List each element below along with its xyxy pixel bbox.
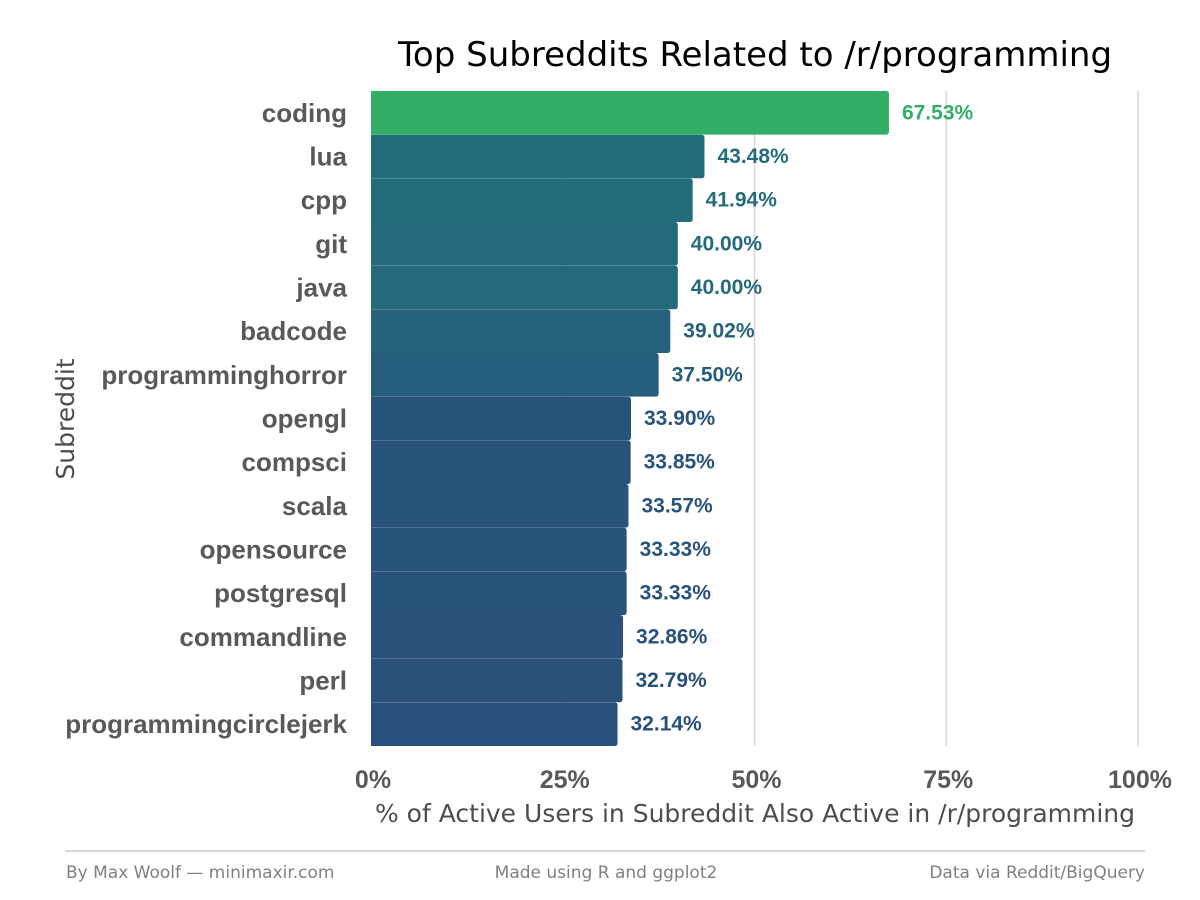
x-tick-label: 0%	[355, 766, 391, 794]
category-label: cpp	[301, 185, 347, 215]
value-label: 33.33%	[640, 582, 712, 605]
bar	[371, 91, 889, 135]
bar	[371, 440, 631, 484]
category-label: opensource	[200, 535, 347, 565]
value-label: 67.53%	[902, 101, 974, 124]
category-label: java	[295, 273, 347, 303]
x-axis-ticks: 0% 25% 50% 75% 100%	[355, 766, 1172, 794]
bar	[371, 571, 627, 615]
value-label: 32.86%	[636, 625, 708, 648]
bar	[371, 309, 671, 353]
chart-title: Top Subreddits Related to /r/programming	[397, 35, 1112, 75]
x-tick-label: 75%	[923, 766, 973, 794]
value-label: 33.33%	[640, 538, 712, 561]
bar	[371, 265, 678, 310]
category-label: programminghorror	[101, 360, 347, 390]
value-label: 39.02%	[683, 320, 755, 343]
category-label: perl	[299, 666, 347, 696]
bar	[371, 353, 659, 397]
category-labels: coding lua cpp git java badcode programminghor…	[65, 98, 347, 739]
value-label: 33.90%	[644, 407, 716, 430]
bar	[371, 178, 693, 222]
y-axis-title: Subreddit	[51, 358, 80, 479]
footer-source: Data via Reddit/BigQuery	[929, 863, 1145, 883]
bars	[371, 91, 889, 746]
category-label: compsci	[242, 447, 348, 477]
bar	[371, 484, 629, 528]
category-label: git	[315, 229, 347, 259]
bar	[371, 658, 623, 703]
bar	[371, 615, 624, 659]
category-label: opengl	[262, 404, 347, 434]
x-tick-label: 50%	[731, 766, 781, 794]
value-label: 37.50%	[672, 363, 744, 386]
x-axis-title: % of Active Users in Subreddit Also Acti…	[375, 799, 1135, 828]
footer-tools: Made using R and ggplot2	[495, 863, 718, 883]
value-label: 32.14%	[631, 713, 703, 736]
value-label: 40.00%	[691, 232, 763, 255]
value-label: 33.85%	[644, 451, 716, 474]
footer-author: By Max Woolf — minimaxir.com	[66, 863, 335, 883]
bar	[371, 134, 705, 179]
category-label: badcode	[240, 316, 347, 346]
value-label: 41.94%	[706, 189, 778, 212]
category-label: programmingcirclejerk	[65, 709, 347, 739]
bar	[371, 396, 632, 441]
category-label: coding	[262, 98, 347, 128]
bar	[371, 222, 678, 266]
category-label: scala	[282, 491, 348, 521]
category-label: lua	[309, 142, 347, 172]
value-label: 32.79%	[635, 669, 707, 692]
x-tick-label: 25%	[540, 766, 590, 794]
value-label: 40.00%	[691, 276, 763, 299]
category-label: commandline	[179, 622, 347, 652]
bar	[371, 527, 627, 572]
bar	[371, 702, 618, 746]
value-labels: 67.53% 43.48% 41.94% 40.00% 40.00% 39.02% 37.5…	[631, 101, 974, 735]
category-label: postgresql	[214, 578, 347, 608]
value-label: 33.57%	[641, 494, 713, 517]
value-label: 43.48%	[717, 145, 789, 168]
x-tick-label: 100%	[1108, 766, 1172, 794]
